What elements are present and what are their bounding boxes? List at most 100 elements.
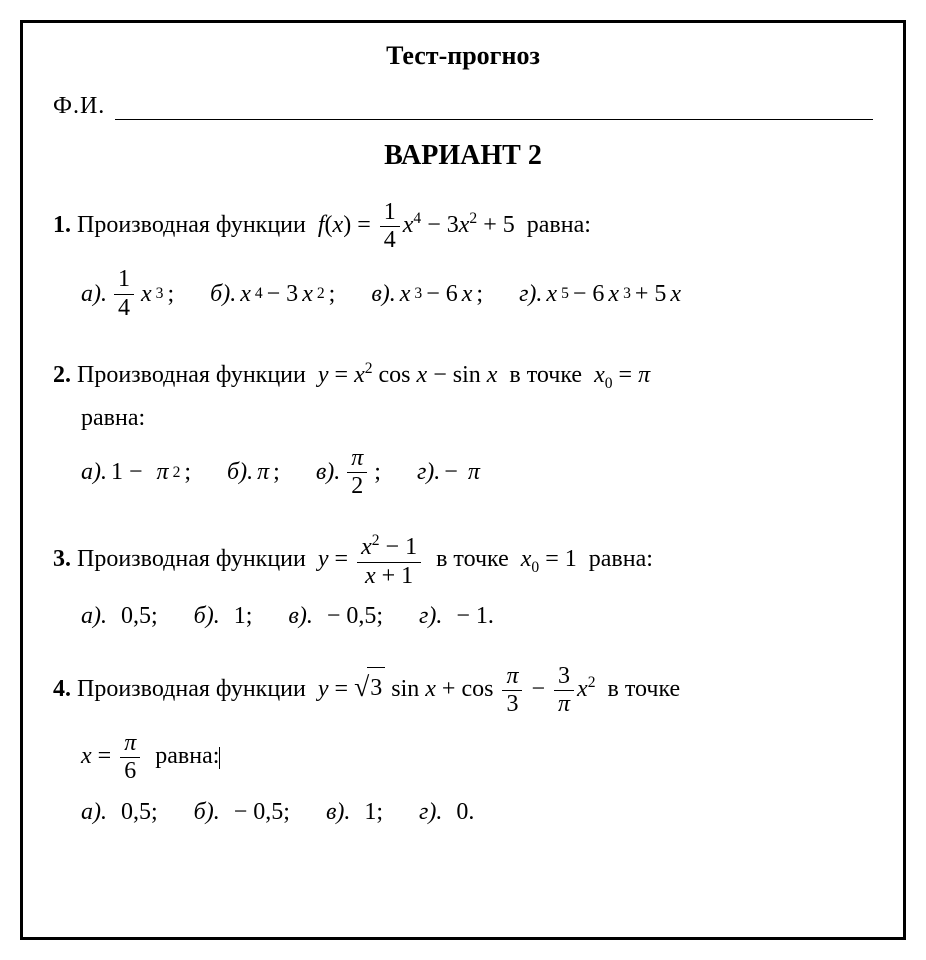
- q2-b-lab: б).: [227, 459, 253, 486]
- q2-line2: равна:: [81, 405, 873, 432]
- q4-x2e: 2: [588, 674, 596, 691]
- q1-b-minus: − 3: [267, 281, 299, 308]
- q2-a-pi: π: [157, 459, 169, 486]
- q4-v-val: 1;: [364, 799, 383, 826]
- q3-suffix: равна:: [589, 547, 653, 573]
- q3-dp1: + 1: [382, 563, 414, 589]
- q1-b-x2: x: [302, 281, 313, 308]
- q4-b-lab: б).: [194, 799, 220, 826]
- q3-ans-v: в). − 0,5;: [288, 603, 383, 630]
- q4-x2: x: [577, 676, 588, 702]
- q4-a-lab: а).: [81, 799, 107, 826]
- q3-g-val: − 1.: [456, 603, 494, 630]
- q3-eq: =: [335, 547, 349, 573]
- q1-ans-v: в). x3 − 6x;: [371, 281, 483, 308]
- q2-ans-v: в). π 2 ;: [316, 446, 381, 499]
- q4-ans-b: б). − 0,5;: [194, 799, 290, 826]
- q4-at-point: в точке: [608, 676, 681, 702]
- q4-g-val: 0.: [456, 799, 474, 826]
- q1-a-den: 4: [114, 295, 134, 321]
- q4-v-lab: в).: [326, 799, 350, 826]
- q4-pluscos: + cos: [442, 676, 494, 702]
- q2-pi: π: [638, 362, 650, 388]
- q2-ans-g: г). − − ππ: [417, 459, 480, 486]
- q3-ans-a: а). 0,5;: [81, 603, 158, 630]
- q4-sqrt: √3: [354, 664, 385, 711]
- q4-eq: =: [335, 676, 349, 702]
- q1-minus3: − 3: [427, 212, 459, 238]
- q4-xa1: x: [425, 676, 436, 702]
- q3-nm1: − 1: [386, 534, 418, 560]
- q3-den: x + 1: [357, 563, 421, 589]
- name-row: Ф.И.: [53, 93, 873, 120]
- q2-at-point: в точке: [509, 362, 582, 388]
- q1-a-lab: а).: [81, 281, 107, 308]
- q1-f: f: [318, 212, 325, 238]
- q4-b-val: − 0,5;: [234, 799, 290, 826]
- q4-cn: π: [502, 664, 522, 691]
- q3-nx: x: [361, 534, 372, 560]
- q1-x2-exp: 2: [469, 210, 477, 227]
- q2-eq: =: [335, 362, 349, 388]
- q2-v-lab: в).: [316, 459, 340, 486]
- q4-minus: −: [531, 676, 545, 702]
- q1-v-x3: x: [400, 281, 411, 308]
- q4-line2: x = π 6 равна:: [81, 731, 873, 784]
- q2-x0s: 0: [605, 375, 613, 392]
- q1-b-semi: ;: [329, 281, 336, 308]
- q4-answers: а). 0,5; б). − 0,5; в). 1; г). 0.: [81, 799, 873, 826]
- q1-frac: 1 4: [380, 200, 400, 253]
- q3-v-lab: в).: [288, 603, 312, 630]
- q3-at-point: в точке: [436, 547, 509, 573]
- q1-v-minus: − 6: [426, 281, 458, 308]
- worksheet-title: Тест-прогноз: [53, 41, 873, 71]
- q3-x0: x: [521, 547, 532, 573]
- q3-number: 3.: [53, 547, 71, 573]
- q4-ans-a: а). 0,5;: [81, 799, 158, 826]
- q4-y: y: [318, 676, 329, 702]
- q2-y: y: [318, 362, 329, 388]
- q4-f2n: 3: [554, 664, 574, 691]
- q2-cos: cos: [379, 362, 411, 388]
- q4-cosf: π 3: [502, 664, 522, 717]
- q3-b-val: 1;: [234, 603, 253, 630]
- q1-v-lab: в).: [371, 281, 395, 308]
- q2-g-lab: г).: [417, 459, 440, 486]
- q3-y: y: [318, 547, 329, 573]
- question-3: 3. Производная функции y = x2 − 1 x + 1 …: [53, 533, 873, 588]
- q4-prefix: Производная функции: [77, 676, 306, 702]
- q3-one: 1: [565, 547, 577, 573]
- q1-suffix: равна:: [527, 212, 591, 238]
- q3-prefix: Производная функции: [77, 547, 306, 573]
- q2-x2e: 2: [365, 360, 373, 377]
- q4-number: 4.: [53, 676, 71, 702]
- q1-eq: =: [357, 212, 371, 238]
- question-2: 2. Производная функции y = x2 cos x − si…: [53, 355, 873, 397]
- q1-a-x: x: [141, 281, 152, 308]
- q4-cd: 3: [502, 691, 522, 717]
- q1-ans-a: а). 1 4 x3;: [81, 267, 174, 320]
- q1-frac-den: 4: [380, 227, 400, 253]
- q1-x4-exp: 4: [413, 210, 421, 227]
- q3-dx: x: [365, 563, 376, 589]
- q2-a-lab: а).: [81, 459, 107, 486]
- worksheet-frame: Тест-прогноз Ф.И. ВАРИАНТ 2 1. Производн…: [20, 20, 906, 940]
- q1-g-x5: x: [546, 281, 557, 308]
- q2-answers: а). 1 − π2; б). π; в). π 2 ; г). − − ππ: [81, 446, 873, 499]
- q1-g-x3e: 3: [623, 285, 631, 303]
- q3-ans-g: г). − 1.: [419, 603, 494, 630]
- q3-b-lab: б).: [194, 603, 220, 630]
- q2-xa1: x: [417, 362, 428, 388]
- q4-eq2: =: [98, 743, 112, 769]
- q4-sin: sin: [391, 676, 419, 702]
- q2-b-semi: ;: [273, 459, 280, 486]
- q1-x2: x: [459, 212, 470, 238]
- q2-v-den: 2: [347, 473, 367, 499]
- q2-eq2: =: [619, 362, 633, 388]
- question-4: 4. Производная функции y = √3 sin x + co…: [53, 664, 873, 717]
- q1-g-x3: x: [608, 281, 619, 308]
- q1-a-semi: ;: [167, 281, 174, 308]
- q1-b-lab: б).: [210, 281, 236, 308]
- q1-a-num: 1: [114, 267, 134, 294]
- name-label: Ф.И.: [53, 93, 105, 120]
